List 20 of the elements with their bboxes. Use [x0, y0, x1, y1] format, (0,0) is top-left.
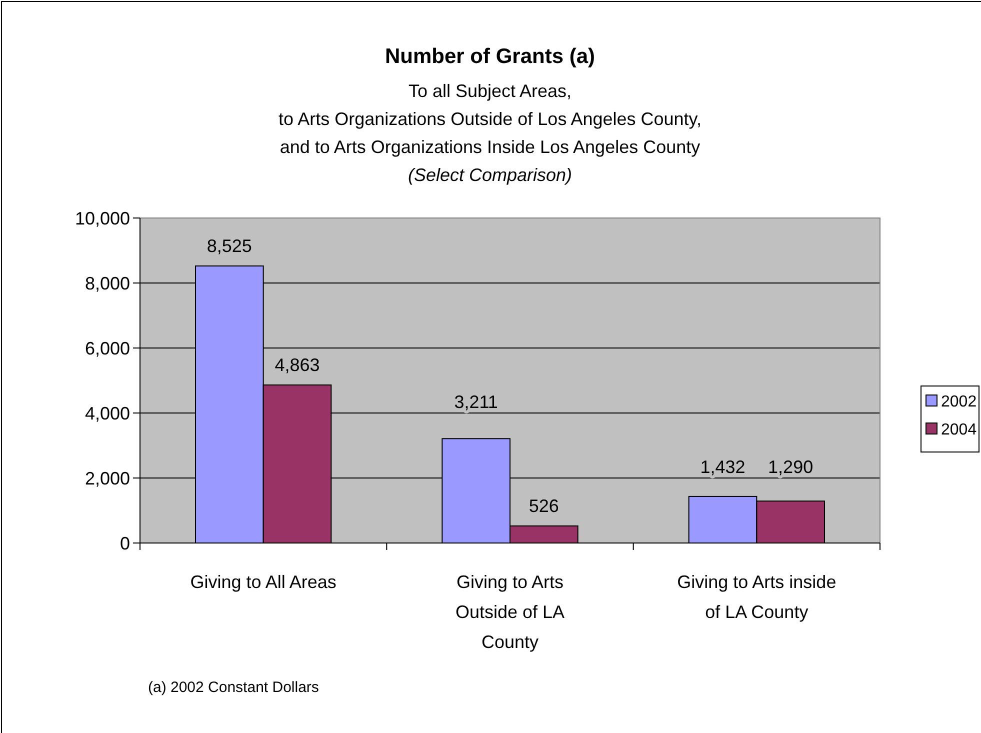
y-tick-label: 2,000: [84, 468, 130, 488]
text: (a) 2002 Constant Dollars: [148, 679, 319, 696]
data-label: 3,211: [454, 392, 498, 412]
data-label: 4,863: [274, 354, 320, 375]
y-tick-label: 4,000: [84, 403, 130, 424]
x-tick-label: Giving to Arts inside of LA County: [677, 572, 836, 622]
data-label: 1,432: [700, 457, 746, 477]
data-label: 8,525: [206, 236, 252, 256]
x-tick-label: Giving to All Areas: [190, 572, 336, 592]
y-tick-label: 10,000: [74, 208, 130, 228]
data-label: 526: [528, 496, 559, 516]
y-tick-label: 8,000: [84, 273, 130, 294]
legend-label: 2002: [941, 394, 977, 411]
x-tick-label: Giving to Arts Outside of LA County: [455, 572, 565, 652]
chart-subtitle: To all Subject Areas, to Arts Organizations Outside of Los Angeles County, and to Arts Organizations Inside Los Angeles County (Select Comparison): [278, 81, 702, 185]
chart-title: Number of Grants (a): [384, 45, 596, 68]
legend-label: 2004: [941, 422, 977, 439]
y-tick-label: 6,000: [84, 338, 130, 358]
y-tick-label: 0: [120, 533, 130, 554]
data-label: 1,290: [768, 457, 814, 477]
